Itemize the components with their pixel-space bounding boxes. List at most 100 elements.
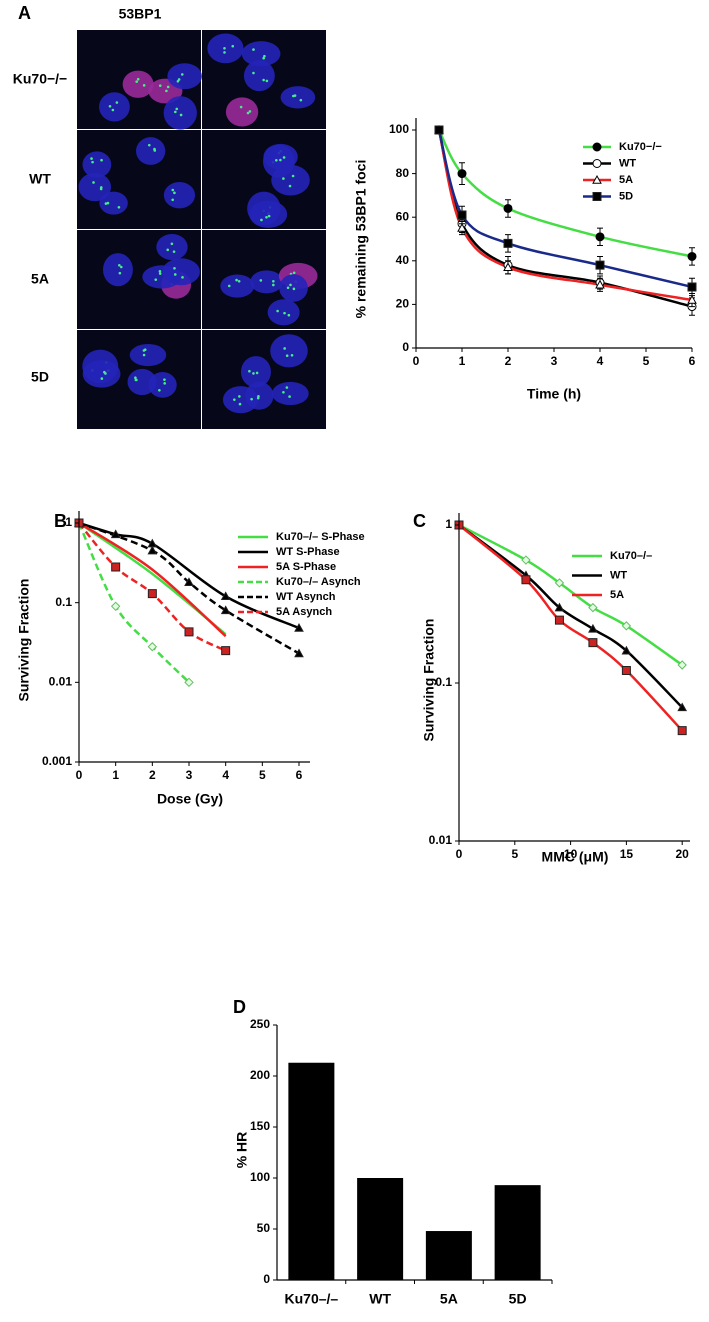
focus xyxy=(231,44,235,48)
focus xyxy=(223,51,226,54)
focus xyxy=(180,73,184,76)
focus xyxy=(111,108,115,112)
series-line xyxy=(458,523,683,667)
focus xyxy=(158,84,162,87)
focus xyxy=(119,265,123,269)
marker xyxy=(595,279,605,289)
series-line xyxy=(458,524,684,732)
focus xyxy=(288,395,291,398)
nucleus xyxy=(99,191,128,215)
series-line xyxy=(437,129,693,302)
focus xyxy=(136,77,140,81)
nucleus xyxy=(163,96,197,130)
y-axis-label: % HR xyxy=(234,1132,250,1169)
x-tick-label: 2 xyxy=(149,768,156,782)
y-tick-label: 150 xyxy=(250,1119,270,1133)
x-tick-label: 3 xyxy=(551,354,558,368)
marker xyxy=(687,282,697,292)
marker xyxy=(677,660,687,670)
marker xyxy=(588,638,598,648)
marker xyxy=(457,223,467,232)
marker xyxy=(184,577,194,587)
series-line xyxy=(437,129,693,258)
marker xyxy=(592,142,602,152)
nucleus xyxy=(82,360,121,388)
focus xyxy=(175,107,179,111)
legend-label: Ku70–/– xyxy=(610,550,652,562)
focus xyxy=(104,372,107,375)
focus xyxy=(263,54,266,58)
legend-label: 5A xyxy=(619,174,633,186)
panel-label: D xyxy=(233,997,246,1017)
marker xyxy=(595,232,605,242)
x-tick-label: 0 xyxy=(413,354,420,368)
x-tick-label: 5 xyxy=(259,768,266,782)
focus xyxy=(179,113,183,117)
image-row-label: Ku70−/− xyxy=(13,71,67,87)
nucleus xyxy=(262,144,295,178)
marker xyxy=(592,174,602,184)
focus xyxy=(252,71,255,75)
focus xyxy=(256,396,260,400)
y-tick-label: 40 xyxy=(396,253,410,267)
legend-label: Ku70–/– Asynch xyxy=(276,576,361,588)
y-axis-label: Surviving Fraction xyxy=(16,579,32,702)
marker xyxy=(184,677,194,688)
marker xyxy=(521,575,531,585)
panel-label: A xyxy=(18,3,31,23)
image-row-label: 5D xyxy=(31,369,49,385)
focus xyxy=(252,372,255,375)
focus xyxy=(291,174,295,178)
x-tick-label: WT xyxy=(369,1291,391,1307)
x-tick-label: 0 xyxy=(456,847,463,861)
series-line xyxy=(77,522,190,684)
focus xyxy=(285,386,289,389)
focus xyxy=(143,348,147,352)
marker xyxy=(554,615,564,625)
nucleus xyxy=(225,97,259,127)
focus xyxy=(288,184,292,188)
focus xyxy=(272,280,275,283)
focus xyxy=(100,377,104,380)
marker xyxy=(147,589,157,599)
x-tick-label: Ku70–/– xyxy=(285,1291,339,1307)
marker xyxy=(503,262,513,272)
focus xyxy=(173,266,176,270)
legend-label: WT xyxy=(610,569,627,581)
focus xyxy=(279,158,282,162)
x-tick-label: 15 xyxy=(620,847,634,861)
focus xyxy=(173,273,177,276)
legend-label: WT S-Phase xyxy=(276,546,340,558)
focus xyxy=(118,263,121,267)
y-tick-label: 200 xyxy=(250,1068,270,1082)
focus xyxy=(92,181,95,184)
nucleus xyxy=(102,253,133,287)
legend-label: Ku70−/− xyxy=(619,141,662,153)
y-axis-label: Surviving Fraction xyxy=(421,619,437,742)
x-axis-label: Dose (Gy) xyxy=(157,791,223,807)
y-tick-label: 20 xyxy=(396,297,410,311)
focus xyxy=(299,98,303,102)
focus xyxy=(292,271,296,275)
focus xyxy=(259,279,263,282)
marker xyxy=(621,621,632,631)
nucleus xyxy=(250,270,283,294)
focus xyxy=(163,382,166,385)
marker xyxy=(457,169,467,179)
y-tick-label: 80 xyxy=(396,166,410,180)
focus xyxy=(248,110,252,113)
image-title: 53BP1 xyxy=(119,6,162,22)
focus xyxy=(250,397,253,401)
legend-label: 5A Asynch xyxy=(276,606,332,618)
y-tick-label: 0.1 xyxy=(55,595,72,609)
focus xyxy=(158,272,162,275)
focus xyxy=(176,80,180,83)
x-tick-label: 3 xyxy=(186,768,193,782)
focus xyxy=(292,94,295,98)
focus xyxy=(238,402,242,406)
marker xyxy=(677,702,688,712)
focus xyxy=(166,248,170,252)
focus xyxy=(239,105,243,109)
focus xyxy=(233,398,236,401)
focus xyxy=(246,111,250,115)
